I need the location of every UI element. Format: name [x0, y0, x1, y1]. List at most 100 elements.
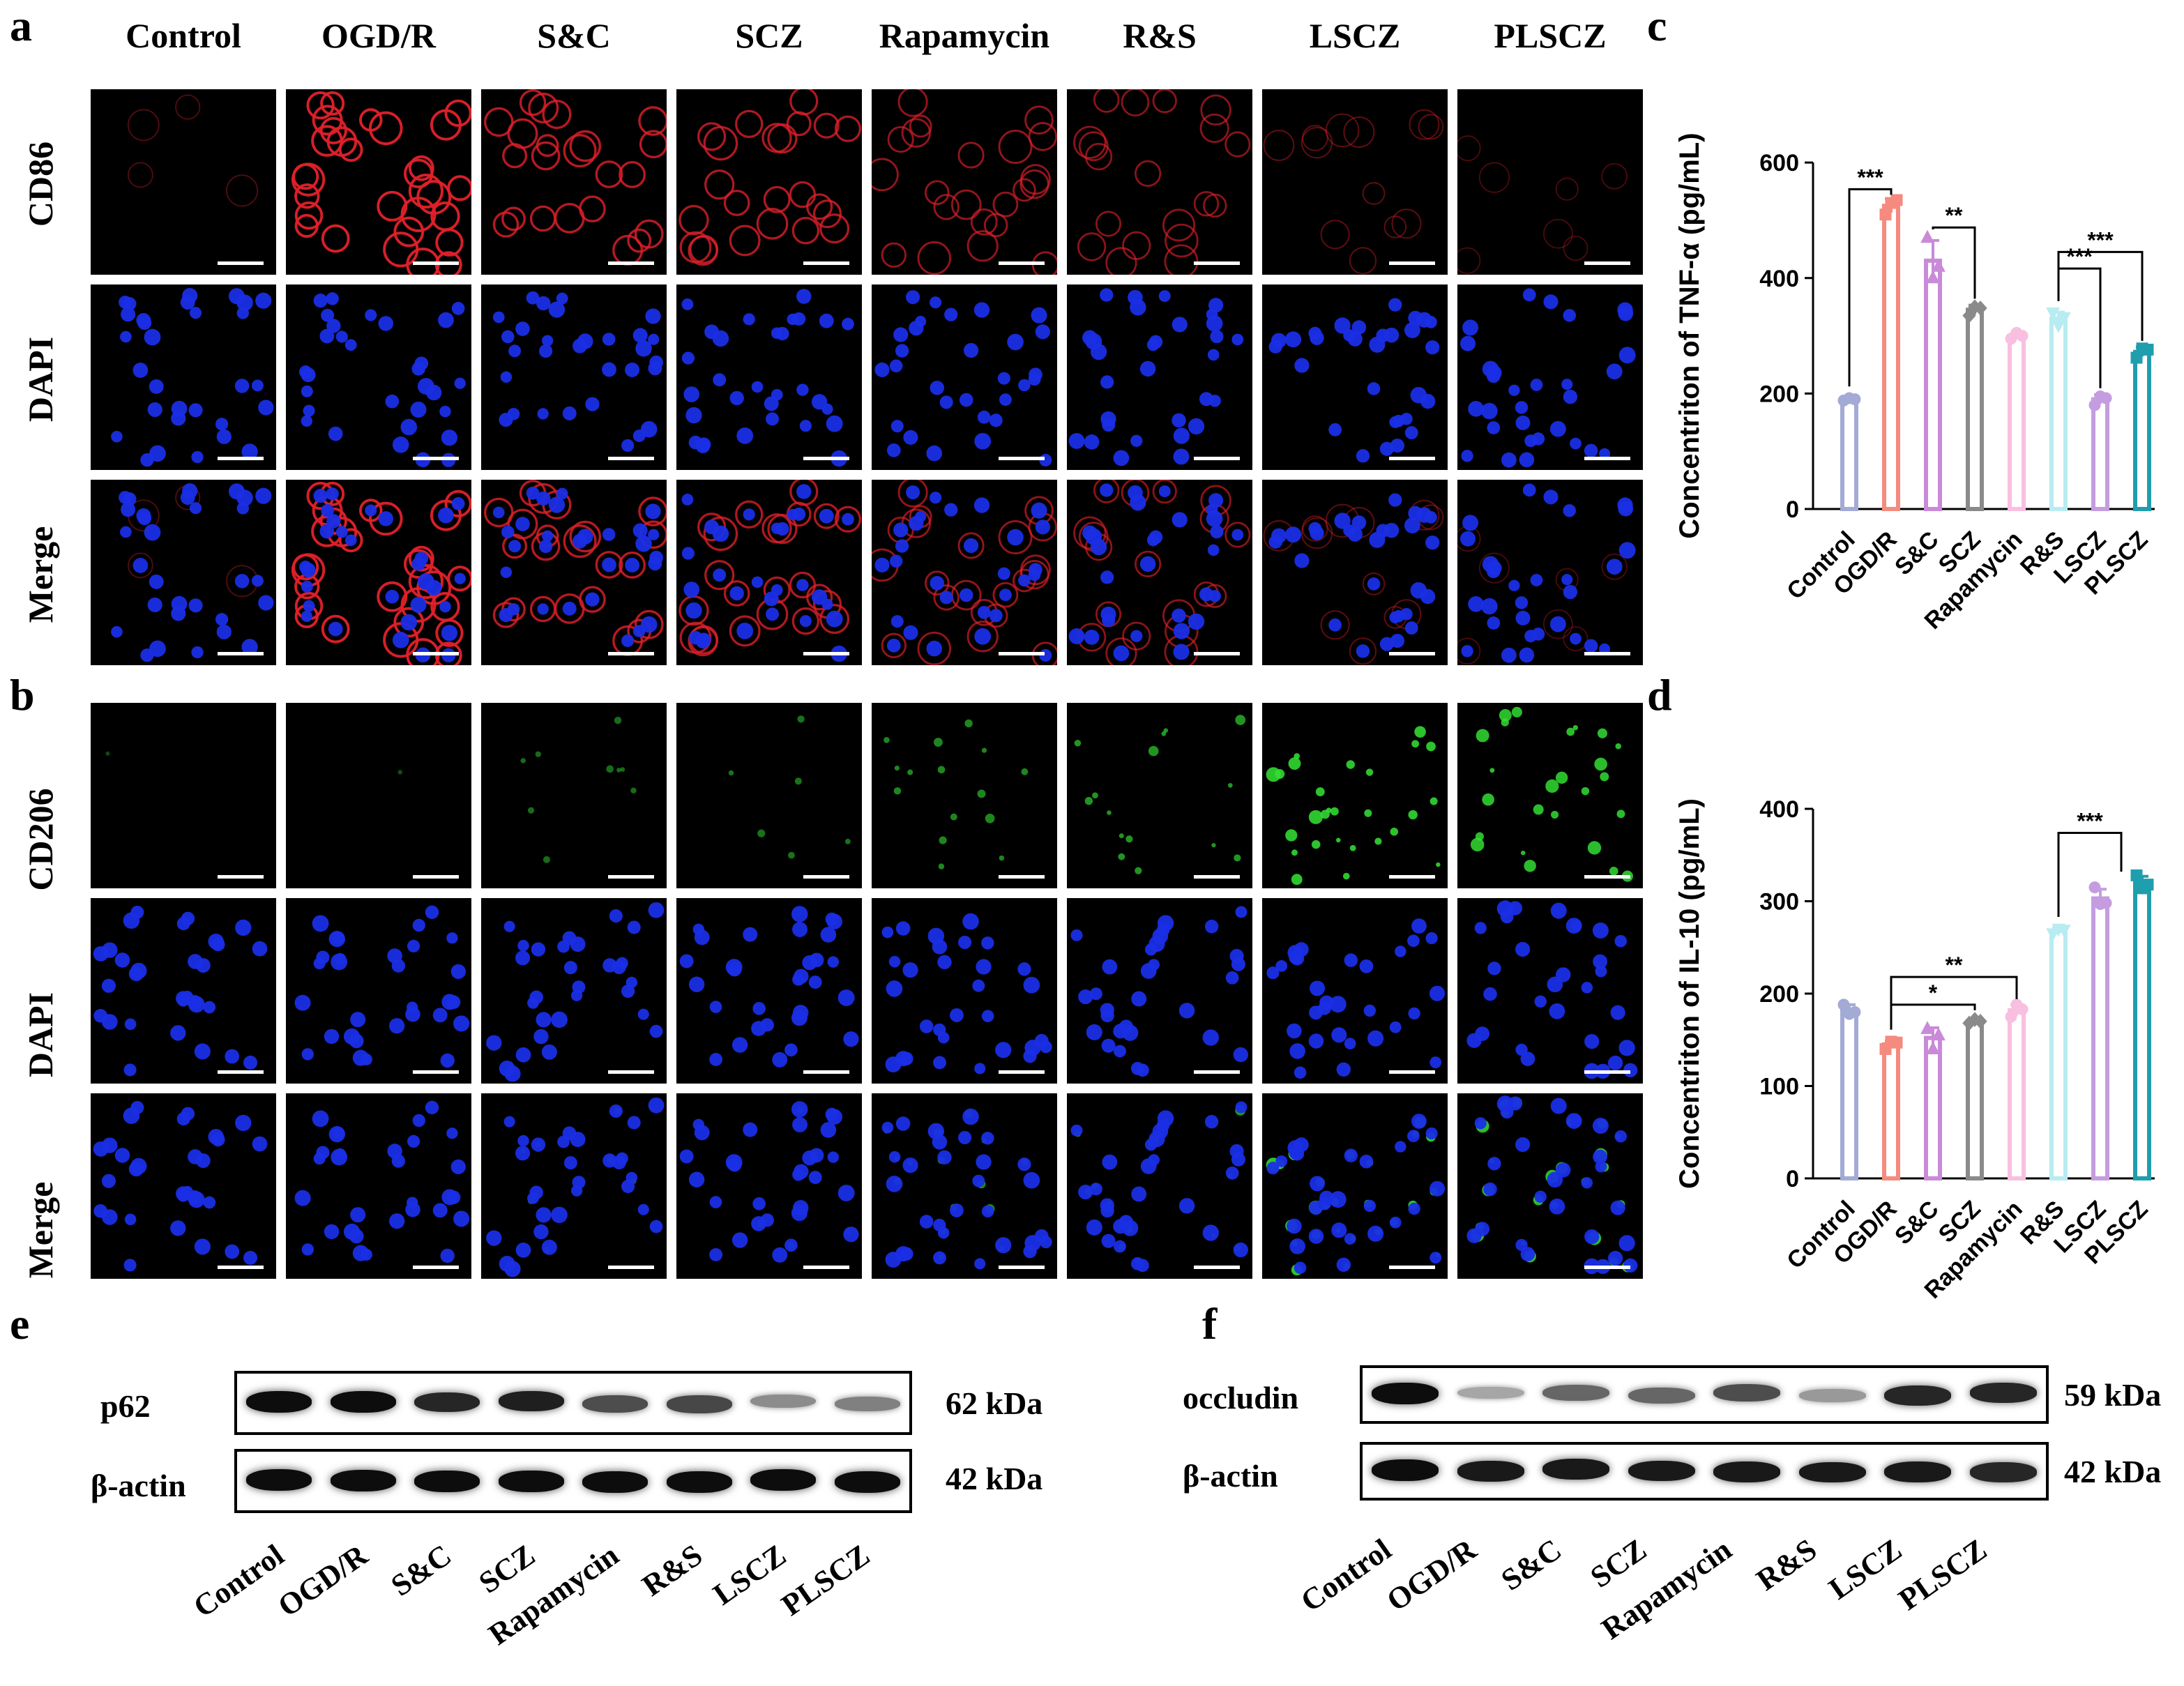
- scale-bar: [608, 875, 654, 879]
- scale-bar: [218, 1266, 264, 1269]
- scale-bar: [999, 1266, 1045, 1269]
- il-10-bar-chart: Concentriton of IL-10 (pg/mL) 0 100 200 300 4…: [1674, 796, 2155, 1304]
- micrograph-cd86-sandc-a: [481, 89, 667, 275]
- data-point-ogd-r: [1890, 1036, 1903, 1049]
- data-point-rapamycin: [2016, 330, 2028, 342]
- bar-rands: [2049, 316, 2068, 511]
- row-label-merge-b: Merge: [21, 1181, 60, 1279]
- y-tick-label: 600: [1759, 150, 1799, 176]
- bar-lscz: [2091, 896, 2109, 1180]
- bar-control: [1840, 397, 1858, 511]
- micrograph-cd206-rapamycin-b: [872, 703, 1057, 888]
- blot-band: [1884, 1461, 1952, 1482]
- blot-band: [834, 1471, 900, 1493]
- blot-band: [1628, 1460, 1695, 1482]
- micrograph-dapi-scz-a: [676, 284, 862, 470]
- bar-control: [1840, 1008, 1858, 1180]
- scale-bar: [1194, 875, 1240, 879]
- y-tick-label: 300: [1759, 889, 1799, 916]
- panel-letter-e: e: [10, 1299, 30, 1349]
- scale-bar: [413, 457, 459, 460]
- data-point-plscz: [2130, 869, 2143, 881]
- scale-bar: [413, 1266, 459, 1269]
- micrograph-merge-ogd-r-b: [286, 1093, 471, 1279]
- scale-bar: [1194, 652, 1240, 655]
- panel-letter-d: d: [1647, 670, 1672, 720]
- data-point-rands: [2057, 312, 2071, 326]
- blot-band: [1798, 1461, 1866, 1483]
- micrograph-cd86-rapamycin-a: [872, 89, 1057, 275]
- blot-band: [1372, 1459, 1439, 1481]
- scale-bar: [999, 652, 1045, 655]
- blot-band: [1713, 1461, 1781, 1483]
- y-tick-label: 100: [1759, 1074, 1799, 1100]
- micrograph-merge-plscz-b: [1457, 1093, 1643, 1279]
- scale-bar: [803, 652, 849, 655]
- column-label-lscz: LSCZ: [1309, 16, 1401, 55]
- blot-band: [498, 1390, 564, 1412]
- significance-label: **: [1946, 203, 1963, 228]
- scale-bar: [1584, 652, 1630, 655]
- y-tick-label: 400: [1759, 266, 1799, 292]
- significance-bracket: [2057, 250, 2144, 341]
- tnf-alpha-bar-chart: Concentriton of TNF-α (pg/mL) 0200400600C…: [1674, 132, 2155, 635]
- micrograph-dapi-ogd-r-a: [286, 284, 471, 470]
- scale-bar: [1389, 652, 1435, 655]
- significance-bracket: [2057, 831, 2123, 918]
- blot-band: [750, 1394, 817, 1408]
- micrograph-cd206-sandc-b: [481, 703, 667, 888]
- data-point-scz: [1973, 301, 1987, 316]
- data-point-plscz: [2141, 343, 2154, 356]
- micrograph-cd206-control-b: [91, 703, 276, 888]
- blot-band: [1884, 1385, 1952, 1406]
- scale-bar: [218, 652, 264, 655]
- micrograph-merge-control-a: [91, 480, 276, 665]
- scale-bar: [1584, 457, 1630, 460]
- row-label-cd86: CD86: [21, 141, 60, 227]
- blot-band: [1542, 1459, 1610, 1480]
- micrograph-cd206-rands-b: [1067, 703, 1252, 888]
- scale-bar: [218, 1070, 264, 1074]
- micrograph-merge-control-b: [91, 1093, 276, 1279]
- significance-bracket: [1848, 188, 1893, 387]
- scale-bar: [1194, 1266, 1240, 1269]
- bar-lscz: [2091, 397, 2109, 511]
- scale-bar: [608, 1070, 654, 1074]
- scale-bar: [218, 261, 264, 265]
- panel-letter-b: b: [10, 670, 35, 720]
- x-tick-label-sandc: S&C: [1890, 1196, 1944, 1250]
- micrograph-merge-sandc-b: [481, 1093, 667, 1279]
- blot-band: [1969, 1461, 2037, 1482]
- micrograph-merge-rands-a: [1067, 480, 1252, 665]
- blot-f-protein-kda: 59 kDa: [2064, 1377, 2162, 1413]
- significance-bracket: [1932, 226, 1976, 299]
- y-tick-label: 400: [1759, 796, 1799, 823]
- micrograph-dapi-sandc-b: [481, 898, 667, 1084]
- data-point-control: [1849, 1006, 1861, 1018]
- scale-bar: [1389, 1266, 1435, 1269]
- column-label-control: Control: [126, 16, 241, 55]
- y-axis-label: Concentriton of TNF-α (pg/mL): [1674, 132, 1705, 538]
- bar-sandc: [1924, 1035, 1942, 1180]
- micrograph-dapi-control-b: [91, 898, 276, 1084]
- data-point-scz: [1973, 1014, 1987, 1029]
- y-tick-label: 0: [1786, 1166, 1799, 1192]
- column-label-sandc: S&C: [537, 16, 611, 55]
- micrograph-cd86-rands-a: [1067, 89, 1252, 275]
- blot-band: [666, 1471, 732, 1494]
- micrograph-merge-rands-b: [1067, 1093, 1252, 1279]
- micrograph-cd86-scz-a: [676, 89, 862, 275]
- blot-band: [414, 1392, 480, 1413]
- scale-bar: [1584, 1070, 1630, 1074]
- scale-bar: [999, 457, 1045, 460]
- scale-bar: [1389, 1070, 1435, 1074]
- significance-label: ***: [2077, 808, 2103, 833]
- micrograph-merge-lscz-b: [1262, 1093, 1448, 1279]
- micrograph-dapi-lscz-a: [1262, 284, 1448, 470]
- micrograph-dapi-sandc-a: [481, 284, 667, 470]
- data-point-rapamycin: [2005, 1010, 2017, 1023]
- data-point-rands: [2057, 925, 2071, 938]
- bar-plscz: [2133, 881, 2151, 1180]
- blot-e-control-label: β-actin: [91, 1468, 186, 1503]
- column-label-ogd-r: OGD/R: [321, 16, 436, 55]
